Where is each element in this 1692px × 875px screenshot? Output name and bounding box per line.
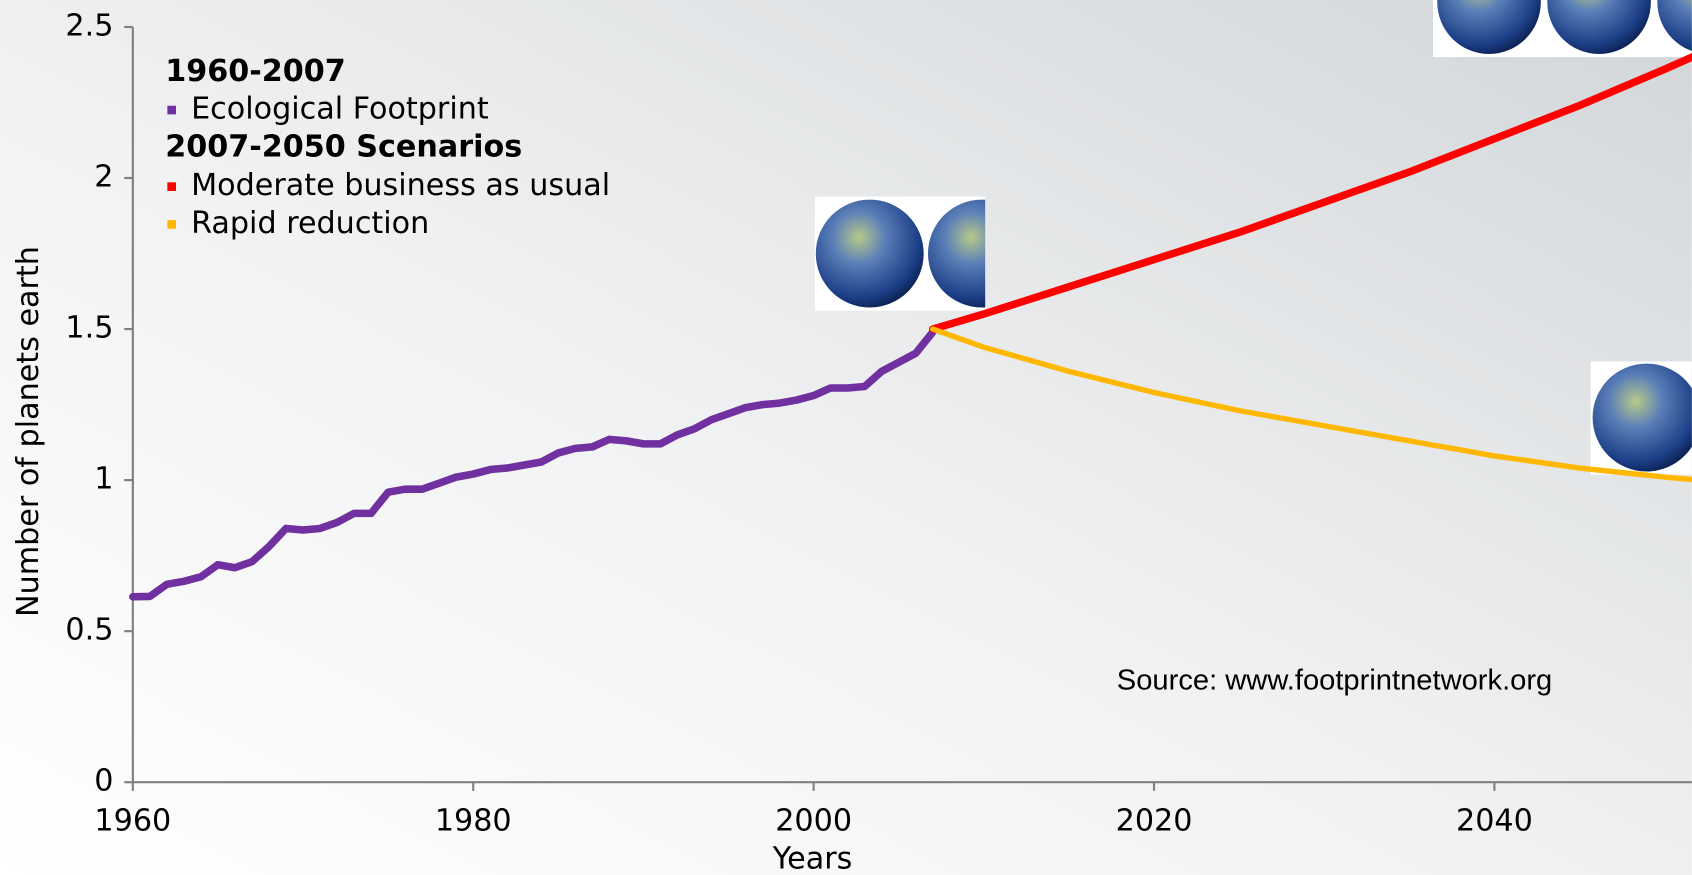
legend-swatch <box>167 182 176 191</box>
x-tick-label: 1960 <box>94 804 171 839</box>
x-axis-title: Years <box>772 841 853 875</box>
x-tick-label: 2040 <box>1456 804 1533 839</box>
legend-label: Rapid reduction <box>191 206 429 241</box>
y-tick-label: 0 <box>94 764 113 799</box>
x-tick-label: 1980 <box>435 804 512 839</box>
legend-group: 1960-2007 <box>165 54 346 89</box>
series-line <box>928 52 1692 333</box>
x-tick-label: 2020 <box>1116 804 1193 839</box>
source-note: Source: www.footprintnetwork.org <box>1117 665 1552 697</box>
y-tick-label: 2 <box>94 160 113 195</box>
x-tick-label: 2000 <box>775 804 852 839</box>
y-tick-label: 1 <box>94 462 113 497</box>
y-tick-label: 1.5 <box>65 311 113 346</box>
y-tick-label: 0.5 <box>65 613 113 648</box>
legend-label: Moderate business as usual <box>191 168 610 203</box>
series-line <box>930 326 1692 483</box>
legend-swatch <box>167 220 176 229</box>
earth-icons <box>1590 361 1692 475</box>
y-tick-label: 2.5 <box>65 8 113 43</box>
legend-group: 2007-2050 Scenarios <box>165 129 522 164</box>
legend-label: Ecological Footprint <box>191 92 489 127</box>
legend-swatch <box>167 105 176 115</box>
y-axis-title: Number of planets earth <box>11 246 46 617</box>
series-line <box>129 328 937 601</box>
earth-icons <box>814 196 986 311</box>
earth-icons <box>1432 0 1692 58</box>
